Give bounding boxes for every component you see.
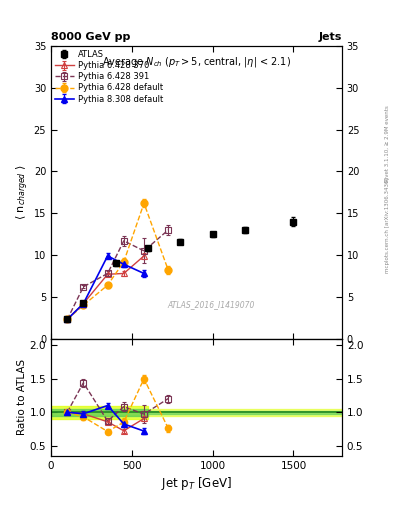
Text: Average $N_{ch}$ ($p_T$$>$5, central, $|\eta|$ < 2.1): Average $N_{ch}$ ($p_T$$>$5, central, $|… bbox=[102, 55, 291, 69]
X-axis label: Jet p$_T$ [GeV]: Jet p$_T$ [GeV] bbox=[161, 475, 232, 492]
Legend: ATLAS, Pythia 6.428 370, Pythia 6.428 391, Pythia 6.428 default, Pythia 8.308 de: ATLAS, Pythia 6.428 370, Pythia 6.428 39… bbox=[53, 49, 165, 105]
Text: ATLAS_2016_I1419070: ATLAS_2016_I1419070 bbox=[167, 301, 255, 309]
Text: Jets: Jets bbox=[319, 32, 342, 41]
Text: 8000 GeV pp: 8000 GeV pp bbox=[51, 32, 130, 41]
Text: mcplots.cern.ch [arXiv:1306.3436]: mcplots.cern.ch [arXiv:1306.3436] bbox=[385, 178, 390, 273]
Text: Rivet 3.1.10, ≥ 2.9M events: Rivet 3.1.10, ≥ 2.9M events bbox=[385, 105, 390, 182]
Y-axis label: ⟨ n$_{charged}$ ⟩: ⟨ n$_{charged}$ ⟩ bbox=[15, 164, 31, 220]
Y-axis label: Ratio to ATLAS: Ratio to ATLAS bbox=[17, 359, 27, 435]
